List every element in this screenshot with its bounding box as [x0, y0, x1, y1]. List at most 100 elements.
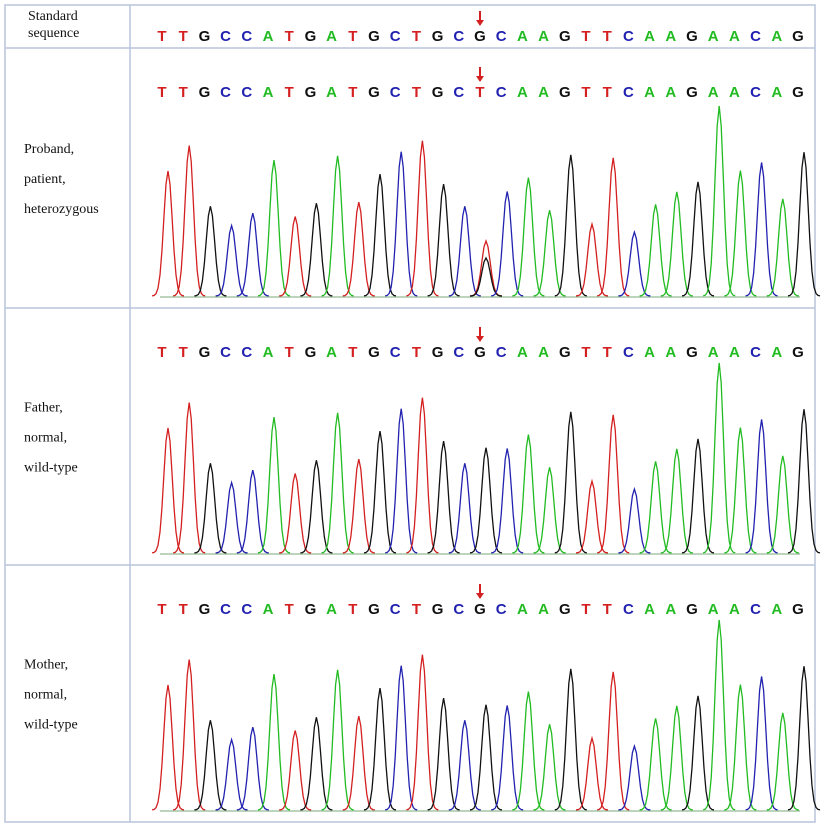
base-letter: C [496, 344, 507, 361]
row-label: Mother, [24, 658, 68, 673]
base-letter: C [220, 28, 231, 45]
peak [406, 397, 439, 554]
chromatogram [151, 105, 821, 298]
base-letter: C [241, 84, 252, 101]
peak [745, 676, 778, 811]
base-letter: A [665, 601, 676, 618]
peak [385, 665, 418, 811]
base-letter: G [792, 344, 804, 361]
arrow-head [476, 20, 484, 26]
base-letter: T [179, 84, 188, 101]
base-letter: A [665, 344, 676, 361]
base-letter: T [285, 84, 294, 101]
mutation-arrow [476, 11, 484, 26]
base-letter: C [241, 344, 252, 361]
peak [491, 191, 524, 297]
base-letter: G [305, 601, 317, 618]
peak [575, 221, 609, 297]
peak [363, 687, 397, 811]
base-letter: A [517, 344, 528, 361]
base-letter: G [686, 28, 698, 45]
peak [491, 705, 524, 811]
base-letter: A [644, 344, 655, 361]
base-letter: A [708, 28, 719, 45]
base-letter: A [729, 601, 740, 618]
peak [300, 717, 333, 811]
base-letter: T [157, 84, 166, 101]
base-letter: T [157, 28, 166, 45]
base-letter: G [686, 344, 698, 361]
table-border [4, 4, 816, 823]
peak [173, 659, 206, 811]
peak [342, 715, 375, 811]
peak [554, 411, 587, 554]
peak [512, 434, 545, 554]
peak [427, 697, 460, 811]
base-letter: T [603, 28, 612, 45]
base-letter: T [412, 344, 421, 361]
base-letter: G [559, 84, 571, 101]
arrow-head [476, 593, 484, 599]
base-letter: C [496, 28, 507, 45]
peak [427, 440, 460, 554]
base-letter: A [708, 344, 719, 361]
base-letter: A [538, 601, 549, 618]
row-label: Father, [24, 401, 63, 416]
row-label: normal, [24, 688, 67, 703]
base-letter: G [368, 84, 380, 101]
base-letter: G [368, 601, 380, 618]
peak [363, 430, 397, 554]
peak [173, 145, 206, 297]
peak [427, 183, 460, 297]
base-letter: A [665, 28, 676, 45]
base-letter: G [559, 601, 571, 618]
base-letter: A [538, 84, 549, 101]
base-letter: A [644, 601, 655, 618]
peak [724, 684, 757, 811]
base-letter: G [368, 344, 380, 361]
base-letter: C [220, 344, 231, 361]
base-letter: G [559, 344, 571, 361]
peak [766, 198, 799, 297]
base-letter: T [581, 344, 590, 361]
peak [660, 448, 693, 554]
peak [766, 712, 799, 811]
base-letter: A [517, 84, 528, 101]
peak [469, 447, 503, 554]
base-letter: C [623, 84, 634, 101]
row-label: patient, [24, 172, 66, 187]
base-letter: C [453, 84, 464, 101]
row-label: Standard [28, 9, 78, 24]
peak [533, 210, 566, 297]
peak [597, 671, 630, 811]
peak [236, 727, 269, 811]
peak [724, 427, 757, 554]
base-letter: G [474, 601, 486, 618]
base-letter: G [432, 84, 444, 101]
peak [618, 229, 651, 297]
row-label: wild-type [24, 461, 78, 476]
base-letter: G [432, 28, 444, 45]
base-letter: A [326, 601, 337, 618]
base-letter: T [179, 601, 188, 618]
base-letter: T [157, 601, 166, 618]
base-letter: T [348, 84, 357, 101]
base-letter: A [771, 28, 782, 45]
peak [321, 412, 354, 554]
peak [215, 480, 248, 554]
base-letter: A [729, 84, 740, 101]
peak [639, 461, 672, 554]
peak [724, 170, 757, 297]
base-letter: C [390, 28, 401, 45]
base-letter: G [559, 28, 571, 45]
peak [703, 362, 736, 554]
base-letter: C [241, 28, 252, 45]
base-letter: T [581, 601, 590, 618]
peak [787, 666, 821, 811]
base-letter: G [305, 84, 317, 101]
peak [385, 151, 418, 297]
peak [469, 256, 503, 297]
base-letter: A [644, 28, 655, 45]
base-letter: T [412, 84, 421, 101]
